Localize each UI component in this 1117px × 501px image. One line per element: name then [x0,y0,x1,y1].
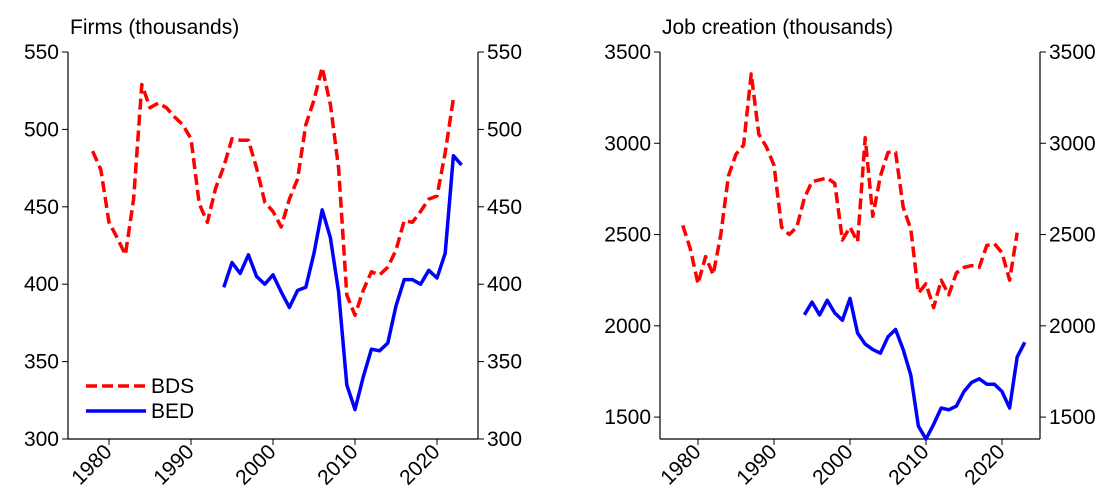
x-tick-label: 2010 [313,440,362,489]
y2-tick-label: 3000 [1049,132,1096,155]
y-tick-label: 300 [24,428,59,451]
y2-tick-label: 450 [487,196,522,219]
y2-tick-label: 2500 [1049,224,1096,247]
chart-title: Firms (thousands) [70,16,239,39]
y2-tick-label: 400 [487,273,522,296]
x-tick-label: 2010 [884,440,933,489]
x-tick-label: 1980 [67,440,116,489]
y2-tick-label: 1500 [1049,406,1096,429]
x-tick-label: 1990 [732,440,781,489]
y-tick-label: 350 [24,351,59,374]
y2-tick-label: 3500 [1049,41,1096,64]
y-tick-label: 450 [24,196,59,219]
x-tick-label: 2020 [395,440,444,489]
y2-tick-label: 500 [487,118,522,141]
series-line [681,72,1019,310]
y-tick-label: 500 [24,118,59,141]
y-tick-label: 2000 [604,315,651,338]
series-line [802,296,1027,441]
y2-tick-label: 300 [487,428,522,451]
y-tick-label: 2500 [604,224,651,247]
x-tick-label: 1980 [656,440,705,489]
legend-label: BDS [151,375,194,398]
y2-tick-label: 2000 [1049,315,1096,338]
x-tick-label: 2000 [808,440,857,489]
y-tick-label: 3500 [604,41,651,64]
y-tick-label: 1500 [604,406,651,429]
y-tick-label: 400 [24,273,59,296]
y2-tick-label: 550 [487,41,522,64]
series-line [222,153,463,412]
series-line [91,65,456,317]
legend-label: BED [151,400,194,423]
y2-tick-label: 350 [487,351,522,374]
y-tick-label: 3000 [604,132,651,155]
x-tick-label: 1990 [149,440,198,489]
chart-title: Job creation (thousands) [662,16,893,39]
x-tick-label: 2000 [231,440,280,489]
x-tick-label: 2020 [960,440,1009,489]
y-tick-label: 550 [24,41,59,64]
